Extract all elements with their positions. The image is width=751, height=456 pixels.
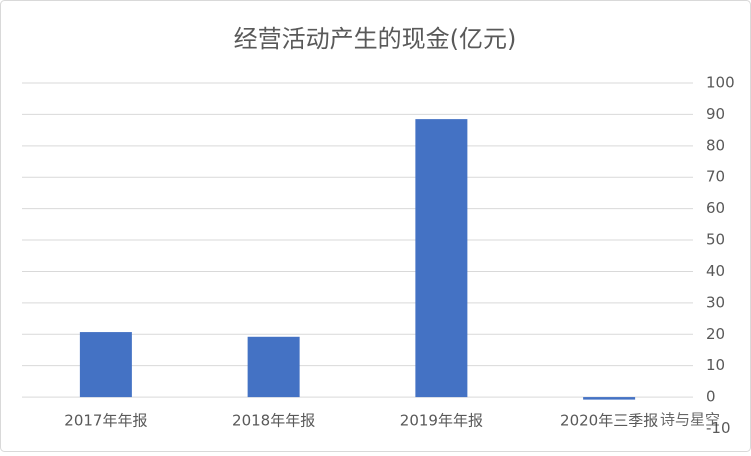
y-tick-label: 80 [706,136,725,154]
y-tick-label: -10 [706,419,731,437]
y-tick-label: 30 [706,293,725,311]
y-tick-label: 60 [706,199,725,217]
y-tick-label: 50 [706,231,725,249]
x-tick-label: 2017年年报 [64,412,147,430]
x-tick-label: 2020年三季报 [560,412,658,430]
y-tick-label: 100 [706,74,735,92]
bar [247,336,300,398]
y-tick-label: 70 [706,168,725,186]
x-tick-label: 2019年年报 [400,412,483,430]
bar [583,397,636,400]
bar [79,332,132,398]
watermark: 诗与星空 [660,411,720,429]
y-tick-label: 0 [706,388,716,406]
y-tick-label: 90 [706,105,725,123]
y-tick-label: 20 [706,325,725,343]
y-tick-label: 10 [706,356,725,374]
chart-title: 经营活动产生的现金(亿元) [234,25,517,53]
y-tick-label: 40 [706,262,725,280]
bar [415,119,468,398]
x-tick-label: 2018年年报 [232,412,315,430]
